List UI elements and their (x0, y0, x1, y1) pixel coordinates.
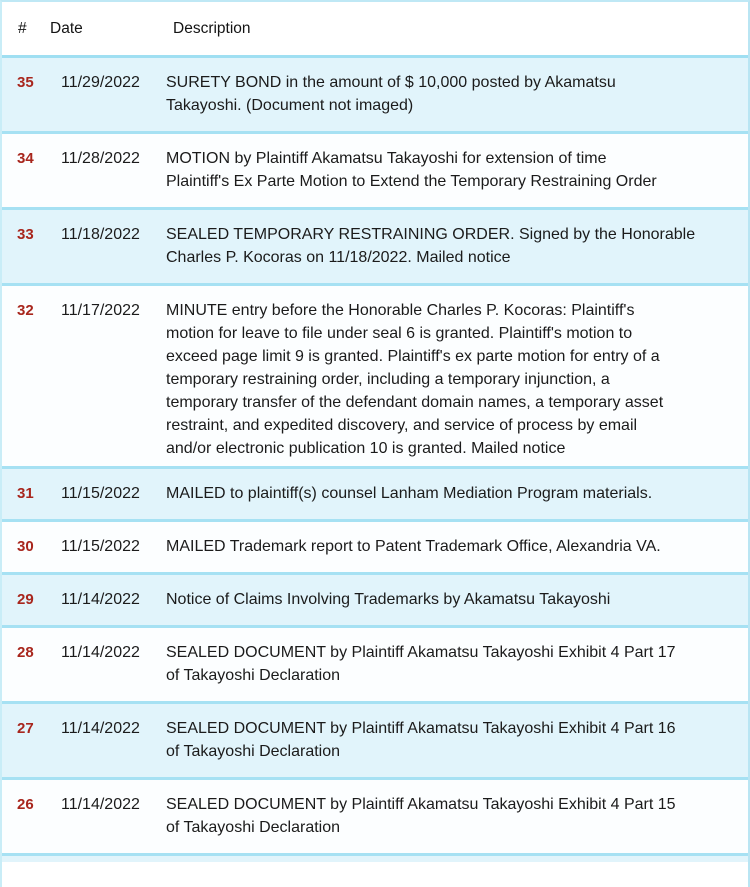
docket-number-link[interactable]: 31 (17, 485, 34, 502)
docket-entry-description: SURETY BOND in the amount of $ 10,000 po… (166, 74, 616, 114)
docket-entry-description: Notice of Claims Involving Trademarks by… (166, 591, 611, 608)
docket-number-link[interactable]: 27 (17, 720, 34, 737)
table-row: 33 11/18/2022 SEALED TEMPORARY RESTRAINI… (2, 208, 748, 285)
docket-entry-date: 11/15/2022 (61, 485, 140, 502)
column-header-number: # (2, 2, 48, 58)
docket-entry-date: 11/14/2022 (61, 591, 140, 608)
table-row: 26 11/14/2022 SEALED DOCUMENT by Plainti… (2, 778, 748, 855)
docket-number-link[interactable]: 35 (17, 74, 34, 91)
docket-entry-description: SEALED DOCUMENT by Plaintiff Akamatsu Ta… (166, 644, 676, 684)
table-row: 28 11/14/2022 SEALED DOCUMENT by Plainti… (2, 626, 748, 703)
table-row: 27 11/14/2022 SEALED DOCUMENT by Plainti… (2, 702, 748, 779)
docket-entry-description: MAILED Trademark report to Patent Tradem… (166, 538, 661, 555)
column-header-description: Description (164, 2, 748, 58)
table-row: 31 11/15/2022 MAILED to plaintiff(s) cou… (2, 467, 748, 521)
column-header-date: Date (48, 2, 164, 58)
docket-number-link[interactable]: 33 (17, 226, 34, 243)
docket-entry-date: 11/15/2022 (61, 538, 140, 555)
docket-entry-date: 11/14/2022 (61, 796, 140, 813)
table-row: 30 11/15/2022 MAILED Trademark report to… (2, 520, 748, 574)
table-row: 34 11/28/2022 MOTION by Plaintiff Akamat… (2, 132, 748, 209)
table-row: 35 11/29/2022 SURETY BOND in the amount … (2, 56, 748, 133)
docket-number-link[interactable]: 32 (17, 302, 34, 319)
docket-entry-date: 11/28/2022 (61, 150, 140, 167)
table-row: 29 11/14/2022 Notice of Claims Involving… (2, 573, 748, 627)
docket-number-link[interactable]: 28 (17, 644, 34, 661)
docket-entry-description: MOTION by Plaintiff Akamatsu Takayoshi f… (166, 150, 657, 190)
docket-number-link[interactable]: 26 (17, 796, 34, 813)
docket-entry-date: 11/14/2022 (61, 644, 140, 661)
docket-entry-description: SEALED DOCUMENT by Plaintiff Akamatsu Ta… (166, 796, 676, 836)
docket-number-link[interactable]: 30 (17, 538, 34, 555)
docket-number-link[interactable]: 34 (17, 150, 34, 167)
docket-entry-description: MAILED to plaintiff(s) counsel Lanham Me… (166, 485, 653, 502)
docket-table: # Date Description 35 11/29/2022 SURETY … (2, 2, 748, 856)
docket-table-header: # Date Description (2, 2, 748, 58)
docket-entry-date: 11/18/2022 (61, 226, 140, 243)
docket-entry-date: 11/14/2022 (61, 720, 140, 737)
docket-number-link[interactable]: 29 (17, 591, 34, 608)
docket-table-body: 35 11/29/2022 SURETY BOND in the amount … (2, 56, 748, 855)
docket-entry-description: SEALED DOCUMENT by Plaintiff Akamatsu Ta… (166, 720, 676, 760)
partial-next-row (2, 856, 748, 862)
header-row: # Date Description (2, 2, 748, 58)
docket-entry-description: SEALED TEMPORARY RESTRAINING ORDER. Sign… (166, 226, 696, 266)
docket-entry-date: 11/17/2022 (61, 302, 140, 319)
docket-entry-description: MINUTE entry before the Honorable Charle… (166, 302, 664, 457)
table-row: 32 11/17/2022 MINUTE entry before the Ho… (2, 284, 748, 468)
docket-entry-date: 11/29/2022 (61, 74, 140, 91)
